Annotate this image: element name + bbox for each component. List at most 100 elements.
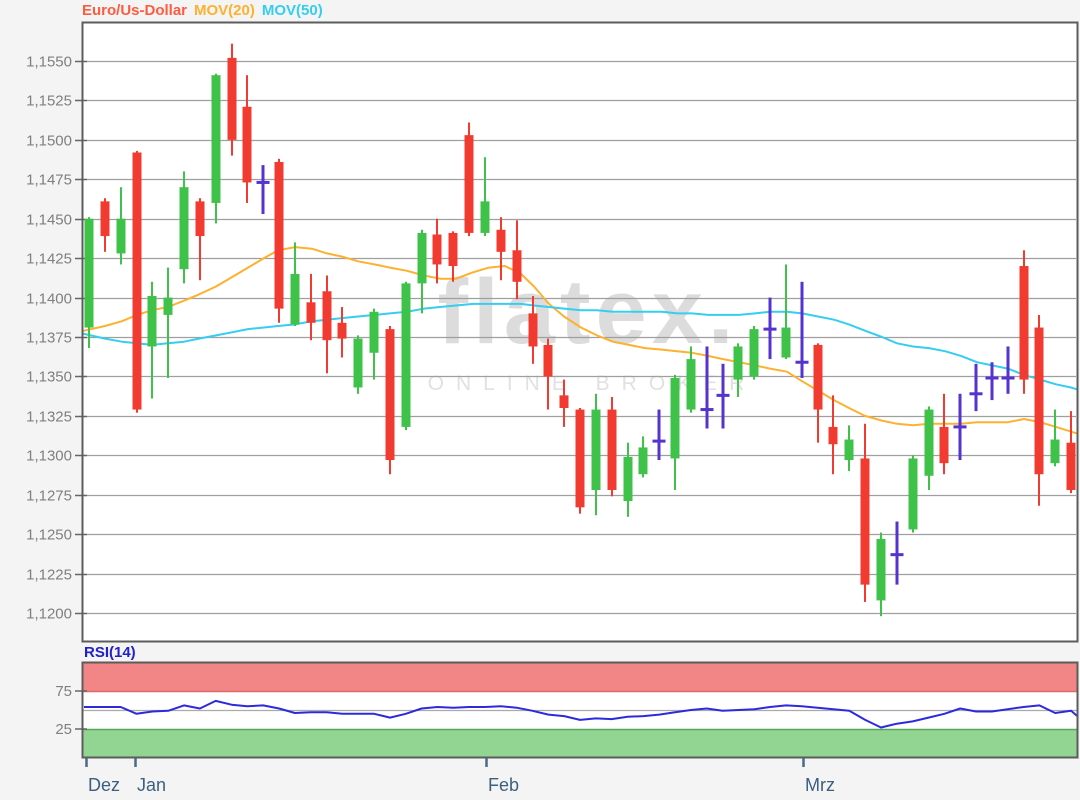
candle-body bbox=[496, 229, 506, 252]
price-axis-label: 1,1325 bbox=[26, 409, 72, 426]
candle-wick bbox=[199, 198, 201, 281]
candle-body bbox=[1034, 327, 1044, 475]
legend-symbol-label: Euro/Us-Dollar bbox=[82, 2, 188, 19]
candle-body bbox=[828, 426, 838, 445]
candle-body bbox=[860, 458, 870, 585]
price-axis-label: 1,1500 bbox=[26, 133, 72, 150]
doji-bar bbox=[716, 393, 730, 397]
candle-body bbox=[1066, 442, 1076, 490]
candle-body bbox=[337, 322, 347, 339]
price-axis-label: 1,1350 bbox=[26, 369, 72, 386]
x-axis-label: Jan bbox=[137, 775, 166, 795]
legend-mov20-label: MOV(20) bbox=[194, 2, 255, 19]
candle-wick bbox=[167, 267, 169, 379]
rsi-axis-label: 75 bbox=[55, 683, 72, 700]
doji-bar bbox=[969, 392, 983, 396]
candle-body bbox=[417, 232, 427, 284]
candle-body bbox=[227, 57, 237, 140]
candle-body bbox=[290, 273, 300, 325]
doji-wick bbox=[657, 409, 661, 461]
price-axis-label: 1,1200 bbox=[26, 606, 72, 623]
doji-bar bbox=[1001, 376, 1015, 380]
candle-body bbox=[195, 201, 205, 237]
candle-body bbox=[353, 338, 363, 388]
mov50-line bbox=[83, 302, 1077, 391]
candle-body bbox=[1019, 266, 1029, 380]
doji-bar bbox=[953, 425, 967, 429]
candle-body bbox=[432, 234, 442, 265]
doji-wick bbox=[974, 363, 978, 412]
candle-body bbox=[876, 538, 886, 601]
doji-wick bbox=[705, 346, 709, 429]
price-axis-label: 1,1375 bbox=[26, 330, 72, 347]
candle-wick bbox=[484, 157, 486, 237]
candle-body bbox=[242, 106, 252, 183]
candle-body bbox=[733, 346, 743, 380]
candle-body bbox=[939, 426, 949, 464]
doji-wick bbox=[1006, 346, 1010, 394]
rsi-oversold-band bbox=[83, 729, 1077, 757]
candle-body bbox=[607, 409, 617, 490]
watermark-subtext: ONLINE BROKER bbox=[428, 372, 757, 395]
doji-wick bbox=[800, 281, 804, 379]
candle-body bbox=[480, 201, 490, 233]
candle-body bbox=[132, 152, 142, 410]
candle-body bbox=[322, 291, 332, 341]
doji-bar bbox=[652, 439, 666, 443]
candle-body bbox=[211, 75, 221, 203]
candle-body bbox=[781, 327, 791, 358]
doji-wick bbox=[895, 521, 899, 585]
price-axis-label: 1,1400 bbox=[26, 291, 72, 308]
candle-body bbox=[512, 250, 522, 282]
chart-legend: Euro/Us-Dollar MOV(20) MOV(50) bbox=[82, 2, 330, 19]
price-axis-label: 1,1525 bbox=[26, 93, 72, 110]
candle-body bbox=[813, 344, 823, 410]
doji-bar bbox=[763, 327, 777, 331]
price-axis-label: 1,1300 bbox=[26, 448, 72, 465]
x-axis-label: Dez bbox=[88, 775, 120, 795]
candle-body bbox=[385, 329, 395, 461]
candle-body bbox=[179, 187, 189, 270]
candle-body bbox=[575, 409, 585, 508]
candle-body bbox=[274, 161, 284, 309]
candle-body bbox=[163, 297, 173, 315]
price-axis-label: 1,1550 bbox=[26, 54, 72, 71]
candle-body bbox=[638, 447, 648, 475]
doji-bar bbox=[256, 180, 270, 184]
candle-body bbox=[448, 232, 458, 267]
candle-body bbox=[528, 313, 538, 347]
rsi-line bbox=[84, 699, 1079, 729]
legend-mov50-label: MOV(50) bbox=[261, 2, 323, 19]
candle-body bbox=[147, 296, 157, 347]
doji-wick bbox=[261, 165, 265, 214]
rsi-axis-label: 25 bbox=[55, 721, 72, 738]
price-axis-label: 1,1275 bbox=[26, 488, 72, 505]
candle-wick bbox=[1054, 409, 1056, 467]
candle-body bbox=[116, 218, 126, 254]
candle-body bbox=[369, 311, 379, 353]
candle-body bbox=[84, 218, 94, 328]
candle-body bbox=[559, 395, 569, 408]
mov20-line bbox=[83, 246, 1077, 435]
price-axis-label: 1,1425 bbox=[26, 251, 72, 268]
price-axis-label: 1,1450 bbox=[26, 212, 72, 229]
candle-body bbox=[401, 283, 411, 427]
rsi-indicator-label: RSI(14) bbox=[84, 644, 136, 661]
candle-body bbox=[686, 359, 696, 410]
candle-body bbox=[306, 302, 316, 323]
candle-body bbox=[924, 409, 934, 476]
candle-body bbox=[623, 456, 633, 502]
doji-bar bbox=[795, 360, 809, 364]
price-panel-border bbox=[81, 21, 1079, 643]
candle-body bbox=[1050, 439, 1060, 464]
candle-body bbox=[591, 409, 601, 490]
watermark-text: flatex. bbox=[438, 261, 739, 363]
candle-body bbox=[464, 135, 474, 233]
candle-body bbox=[749, 329, 759, 377]
price-axis-label: 1,1475 bbox=[26, 172, 72, 189]
candle-body bbox=[670, 378, 680, 459]
rsi-overbought-band bbox=[83, 663, 1077, 691]
candle-body bbox=[908, 458, 918, 530]
x-axis-label: Mrz bbox=[805, 775, 835, 795]
